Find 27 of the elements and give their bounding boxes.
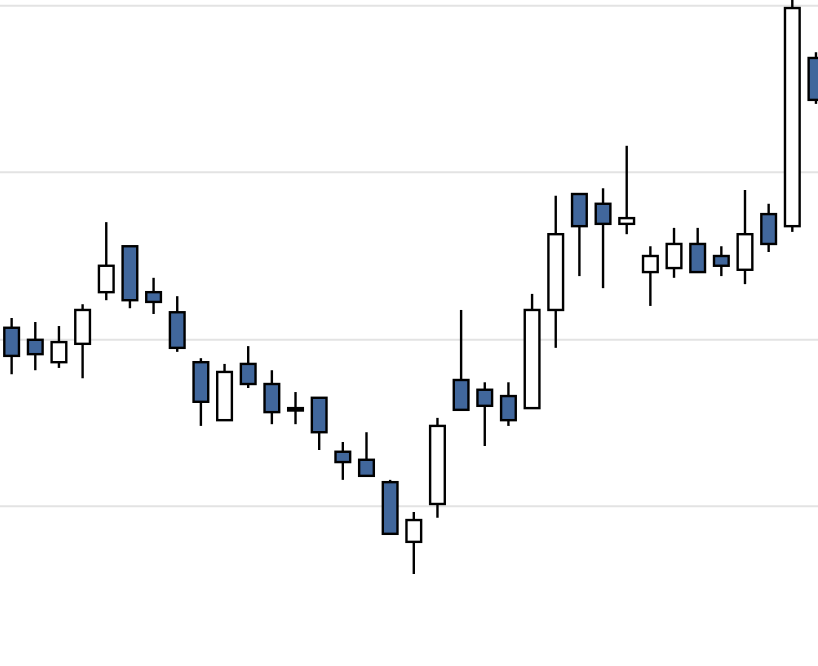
candlestick xyxy=(736,188,754,286)
candlestick xyxy=(357,431,376,478)
candlestick xyxy=(286,390,305,426)
candlestick xyxy=(145,276,163,316)
candlestick xyxy=(476,381,494,448)
candlestick xyxy=(168,294,186,354)
candlestick xyxy=(74,303,92,380)
candlestick xyxy=(310,396,328,452)
candlestick xyxy=(618,144,636,236)
candlestick xyxy=(760,202,778,254)
candlestick xyxy=(97,220,115,302)
candlestick xyxy=(239,344,257,390)
candlestick xyxy=(665,226,683,280)
candlestick xyxy=(263,369,281,426)
candlestick xyxy=(594,187,612,290)
candlestick xyxy=(192,356,210,428)
candlestick xyxy=(3,316,21,376)
candlestick xyxy=(499,381,517,428)
candlestick xyxy=(334,440,352,482)
candlestick xyxy=(570,192,588,278)
candlestick xyxy=(50,324,68,370)
candlestick xyxy=(405,510,423,576)
candlestick xyxy=(712,245,730,278)
candlestick xyxy=(26,320,44,372)
candlestick xyxy=(689,226,707,274)
candlestick xyxy=(452,308,470,412)
candlestick xyxy=(641,245,659,308)
